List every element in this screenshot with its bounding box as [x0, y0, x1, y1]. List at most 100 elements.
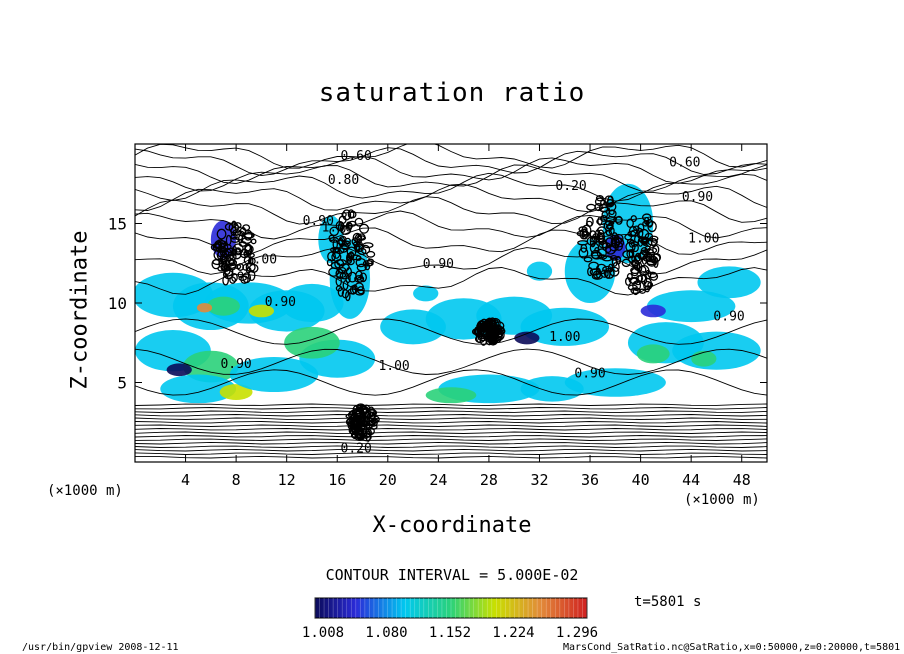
- cloud-contour-speck: [651, 238, 658, 248]
- cloud-contour-speck: [344, 237, 351, 245]
- cloud-contour-speck: [494, 327, 504, 335]
- x-tick-label: 20: [379, 471, 397, 489]
- contour-value-label: 0.90: [574, 367, 605, 382]
- contour-line: [135, 441, 767, 445]
- x-unit-label: (×1000 m): [684, 492, 760, 508]
- colorbar-tick-label: 1.152: [429, 625, 471, 641]
- cloud-contour-speck: [632, 280, 642, 292]
- x-tick-label: 28: [480, 471, 498, 489]
- contour-line: [135, 183, 767, 213]
- heatmap-field: [135, 183, 761, 442]
- y-tick-label: 10: [108, 294, 127, 313]
- saturation-region: [160, 374, 237, 404]
- contour-value-label: 0.20: [555, 179, 586, 194]
- contour-value-label: 0.90: [682, 190, 713, 205]
- saturation-region: [697, 266, 761, 299]
- contour-line: [135, 445, 767, 448]
- contour-line: [135, 424, 767, 427]
- cloud-contour-speck: [339, 224, 346, 234]
- contour-line: [135, 435, 767, 438]
- footer-left: /usr/bin/gpview 2008-12-11: [22, 642, 179, 653]
- cloud-contour-speck: [598, 240, 609, 249]
- contour-line: [135, 267, 767, 296]
- saturation-region: [526, 261, 553, 281]
- y-tick-label: 5: [117, 374, 127, 393]
- cloud-contour-speck: [233, 222, 242, 229]
- saturation-region: [640, 304, 666, 318]
- cloud-contour-speck: [250, 238, 257, 245]
- colorbar-tick-label: 1.008: [302, 625, 344, 641]
- cloud-contour-speck: [607, 222, 614, 230]
- cloud-contour-speck: [243, 229, 253, 241]
- x-tick-label: 16: [328, 471, 346, 489]
- contour-line: [135, 247, 767, 275]
- cloud-contour-speck: [578, 247, 589, 259]
- x-tick-label: 24: [429, 471, 447, 489]
- contour-value-label: 1.00: [378, 359, 409, 374]
- cloud-contour-speck: [245, 262, 256, 273]
- cloud-contour-speck: [352, 408, 362, 420]
- cloud-contour-speck: [232, 229, 242, 236]
- cloud-contour-speck: [594, 197, 606, 207]
- cloud-contour-speck: [493, 335, 501, 342]
- cloud-contour-speck: [586, 203, 596, 211]
- cloud-contour-speck: [640, 238, 648, 245]
- contour-line: [135, 431, 767, 434]
- cloud-contour-speck: [641, 255, 648, 265]
- contour-value-label: 0.60: [341, 149, 372, 164]
- saturation-region: [520, 307, 609, 346]
- cloud-contour-speck: [349, 210, 357, 219]
- cloud-contour-speck: [643, 280, 653, 291]
- contour-value-label: 0.90: [423, 257, 454, 272]
- colorbar-ticks: 1.008 1.080 1.152 1.224 1.296: [302, 598, 598, 641]
- cloud-contour-speck: [586, 216, 594, 227]
- saturation-region: [636, 344, 670, 364]
- cloud-contour-speck: [336, 239, 346, 245]
- contour-value-label: 0.80: [328, 173, 359, 188]
- cloud-contour-speck: [345, 267, 353, 278]
- saturation-region: [646, 290, 736, 323]
- cloud-contour-speck: [583, 256, 593, 263]
- cloud-contour-speck: [642, 213, 652, 222]
- cloud-contour-speck: [224, 257, 235, 267]
- cloud-contour-speck: [338, 267, 347, 274]
- contour-line: [135, 227, 767, 256]
- cloud-contour-speck: [473, 328, 480, 336]
- contour-line: [135, 407, 767, 410]
- cloud-contour-speck: [633, 225, 640, 231]
- cloud-contour-speck: [346, 258, 355, 266]
- cloud-contour-speck: [637, 223, 645, 233]
- cloud-contour-speck: [231, 245, 238, 256]
- contour-line: [135, 155, 767, 185]
- saturation-region: [514, 331, 540, 345]
- cloud-contour-speck: [611, 232, 618, 241]
- cloud-contour-speck: [591, 233, 600, 244]
- contour-line: [135, 448, 767, 452]
- saturation-region: [425, 387, 477, 404]
- cloud-contour-speck: [646, 259, 657, 267]
- saturation-region: [284, 326, 340, 359]
- contour-line: [135, 147, 767, 177]
- cloud-contour-speck: [359, 404, 366, 411]
- cloud-contour-speck: [626, 218, 634, 228]
- cloud-contour-speck: [649, 272, 659, 281]
- cloud-contour-speck: [242, 263, 249, 271]
- y-unit-label: (×1000 m): [47, 483, 123, 499]
- cloud-contour-speck: [242, 272, 252, 284]
- contour-value-label: 1.00: [549, 330, 580, 345]
- contour-line: [135, 369, 767, 396]
- contour-line: [135, 428, 767, 431]
- x-tick-label: 40: [632, 471, 650, 489]
- x-tick-label: 36: [581, 471, 599, 489]
- saturation-region: [219, 384, 253, 400]
- cloud-contour-speck: [231, 272, 238, 283]
- cloud-contour-speck: [597, 254, 608, 260]
- x-tick-label: 12: [278, 471, 296, 489]
- cloud-contour-speck: [223, 248, 233, 256]
- contour-line: [135, 414, 767, 417]
- cloud-contour-speck: [602, 265, 613, 273]
- cloud-contour-speck: [332, 247, 341, 259]
- cloud-contour-speck: [352, 232, 362, 243]
- saturation-region: [280, 283, 344, 323]
